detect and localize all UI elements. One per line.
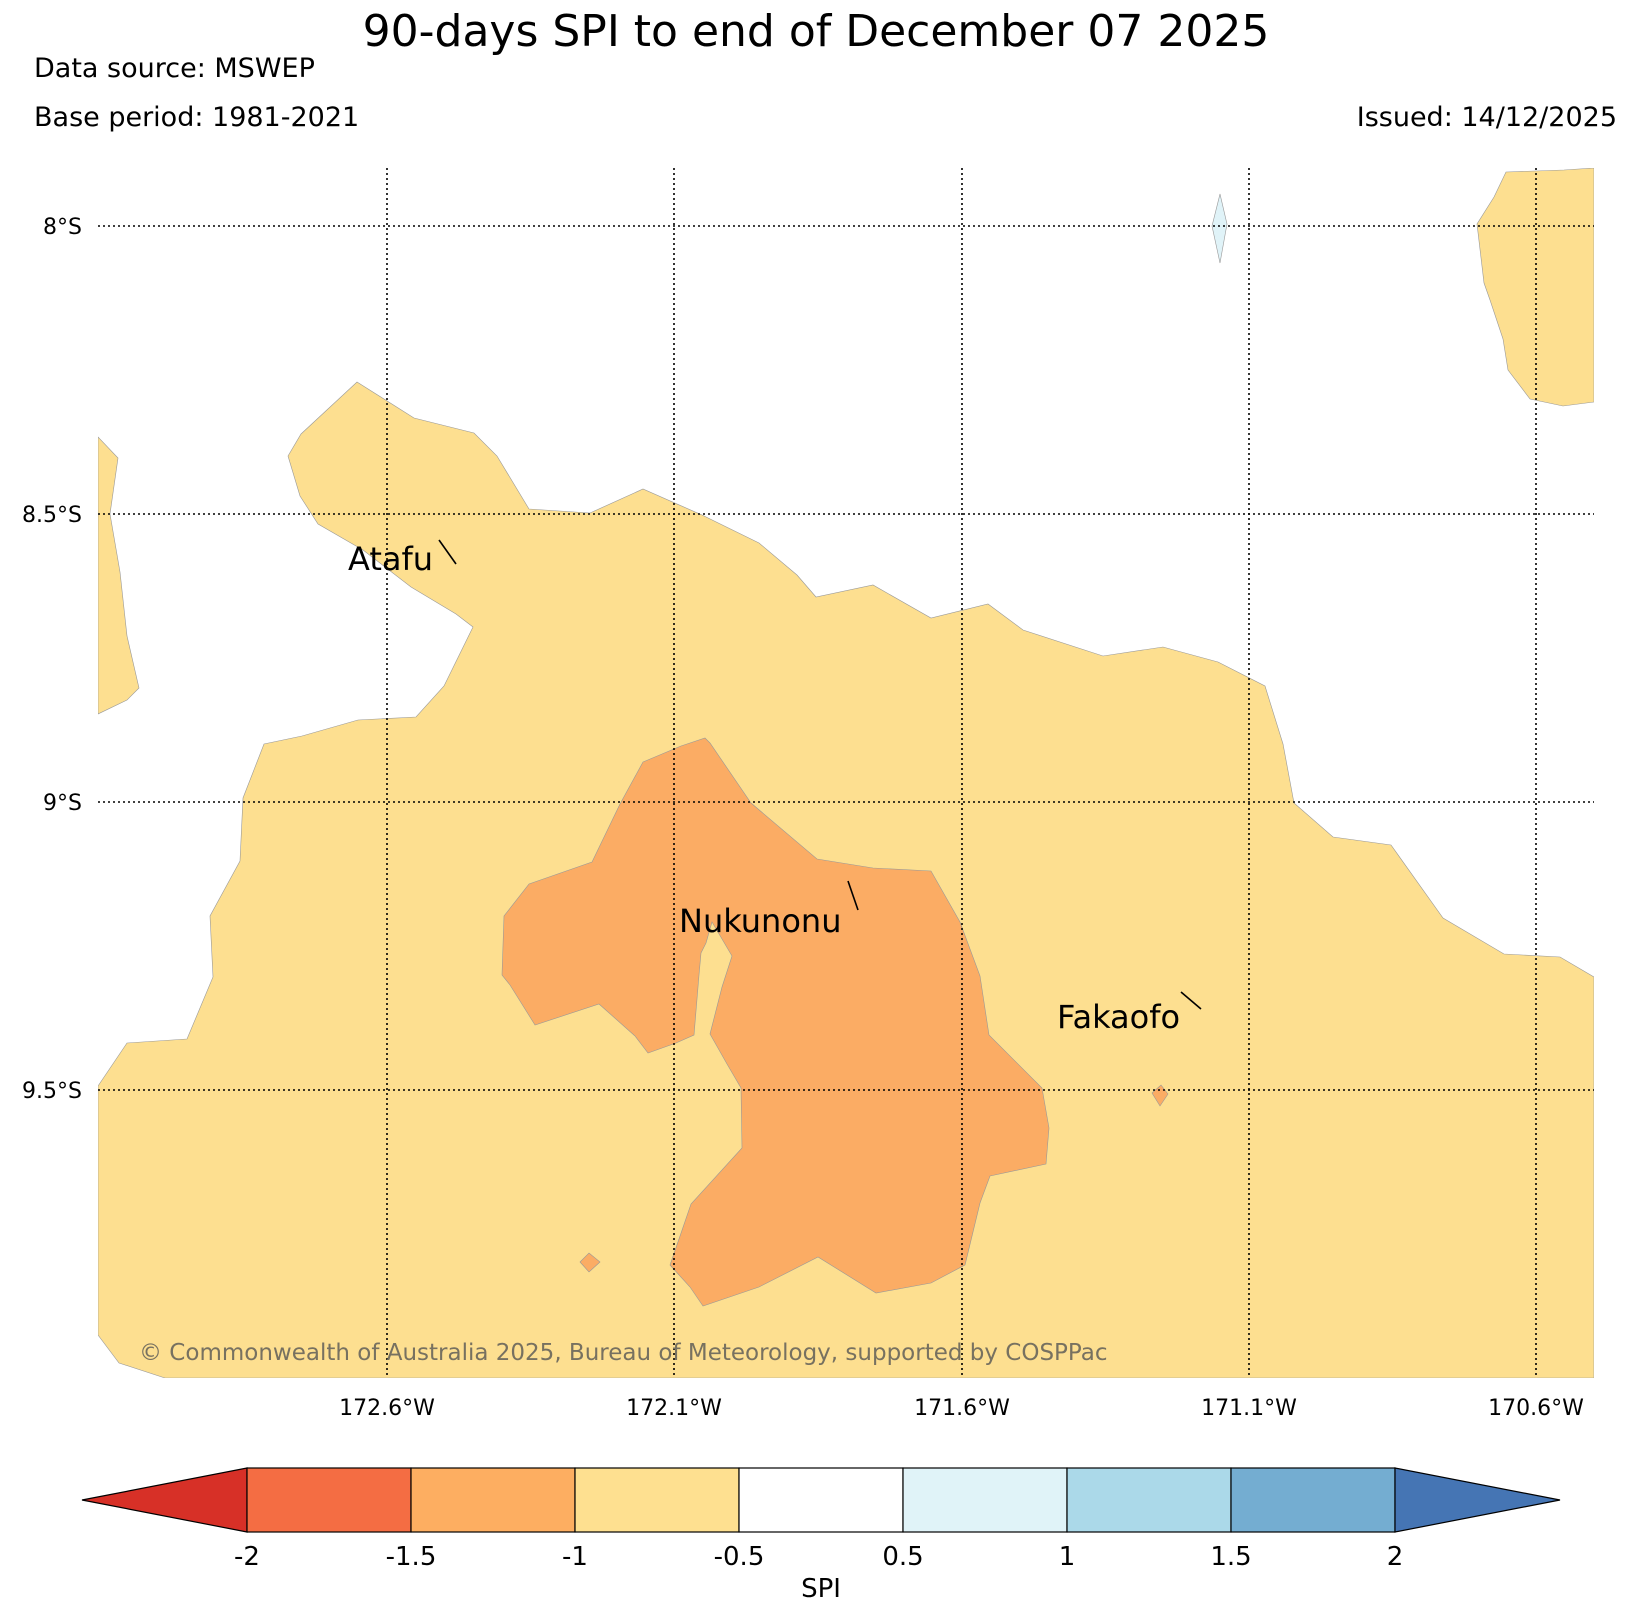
colorbar-tick: 1.5 — [1210, 1542, 1251, 1572]
lat-label-8s: 8°S — [43, 215, 82, 240]
colorbar-tick: 0.5 — [882, 1542, 923, 1572]
lat-label-8-5s: 8.5°S — [22, 503, 82, 528]
colorbar-tick: -1.5 — [386, 1542, 437, 1572]
colorbar-tick: -0.5 — [714, 1542, 765, 1572]
atafu-marker — [438, 539, 457, 565]
graticule — [98, 168, 1594, 1378]
colorbar-tick: 1 — [1059, 1542, 1076, 1572]
colorbar-bin-1 — [246, 1467, 412, 1533]
data-source: Data source: MSWEP — [34, 53, 315, 84]
colorbar-extend-low — [81, 1467, 248, 1533]
lon-label-171-6w: 171.6°W — [914, 1396, 1010, 1421]
map-title: 90-days SPI to end of December 07 2025 — [362, 6, 1270, 57]
colorbar-tick: -2 — [234, 1542, 260, 1572]
lon-label-172-6w: 172.6°W — [339, 1396, 435, 1421]
fakaofo-marker — [1180, 991, 1202, 1010]
place-label-atafu: Atafu — [348, 540, 433, 578]
colorbar-tick: -1 — [562, 1542, 588, 1572]
spi-region-west-sliver — [98, 436, 140, 715]
map-area: © Commonwealth of Australia 2025, Bureau… — [98, 168, 1594, 1378]
lon-label-171-1w: 171.1°W — [1201, 1396, 1297, 1421]
nukunonu-marker — [847, 880, 859, 911]
colorbar-bin-3 — [574, 1467, 740, 1533]
copyright-notice: © Commonwealth of Australia 2025, Bureau… — [139, 1340, 1108, 1366]
base-period: Base period: 1981-2021 — [34, 102, 360, 133]
colorbar-extend-high — [1394, 1467, 1561, 1533]
spi-region-northeast — [1476, 168, 1594, 407]
place-label-fakaofo: Fakaofo — [1057, 998, 1180, 1036]
colorbar-bin-6 — [1066, 1467, 1232, 1533]
colorbar-bin-4 — [738, 1467, 904, 1533]
colorbar-tick: 2 — [1387, 1542, 1404, 1572]
colorbar-bin-7 — [1230, 1467, 1396, 1533]
colorbar-bin-5 — [902, 1467, 1068, 1533]
place-label-nukunonu: Nukunonu — [679, 902, 841, 940]
spi-speck-wet — [1211, 193, 1228, 264]
issued-date: Issued: 14/12/2025 — [1356, 102, 1617, 133]
spi-speck-1 — [579, 1252, 601, 1273]
lon-label-170-6w: 170.6°W — [1488, 1396, 1584, 1421]
colorbar — [81, 1467, 1561, 1533]
spi-region-severely-dry — [501, 737, 1050, 1307]
colorbar-label: SPI — [801, 1574, 841, 1604]
lon-label-172-1w: 172.1°W — [626, 1396, 722, 1421]
lat-label-9-5s: 9.5°S — [22, 1079, 82, 1104]
lat-label-9s: 9°S — [43, 791, 82, 816]
colorbar-bin-2 — [410, 1467, 576, 1533]
